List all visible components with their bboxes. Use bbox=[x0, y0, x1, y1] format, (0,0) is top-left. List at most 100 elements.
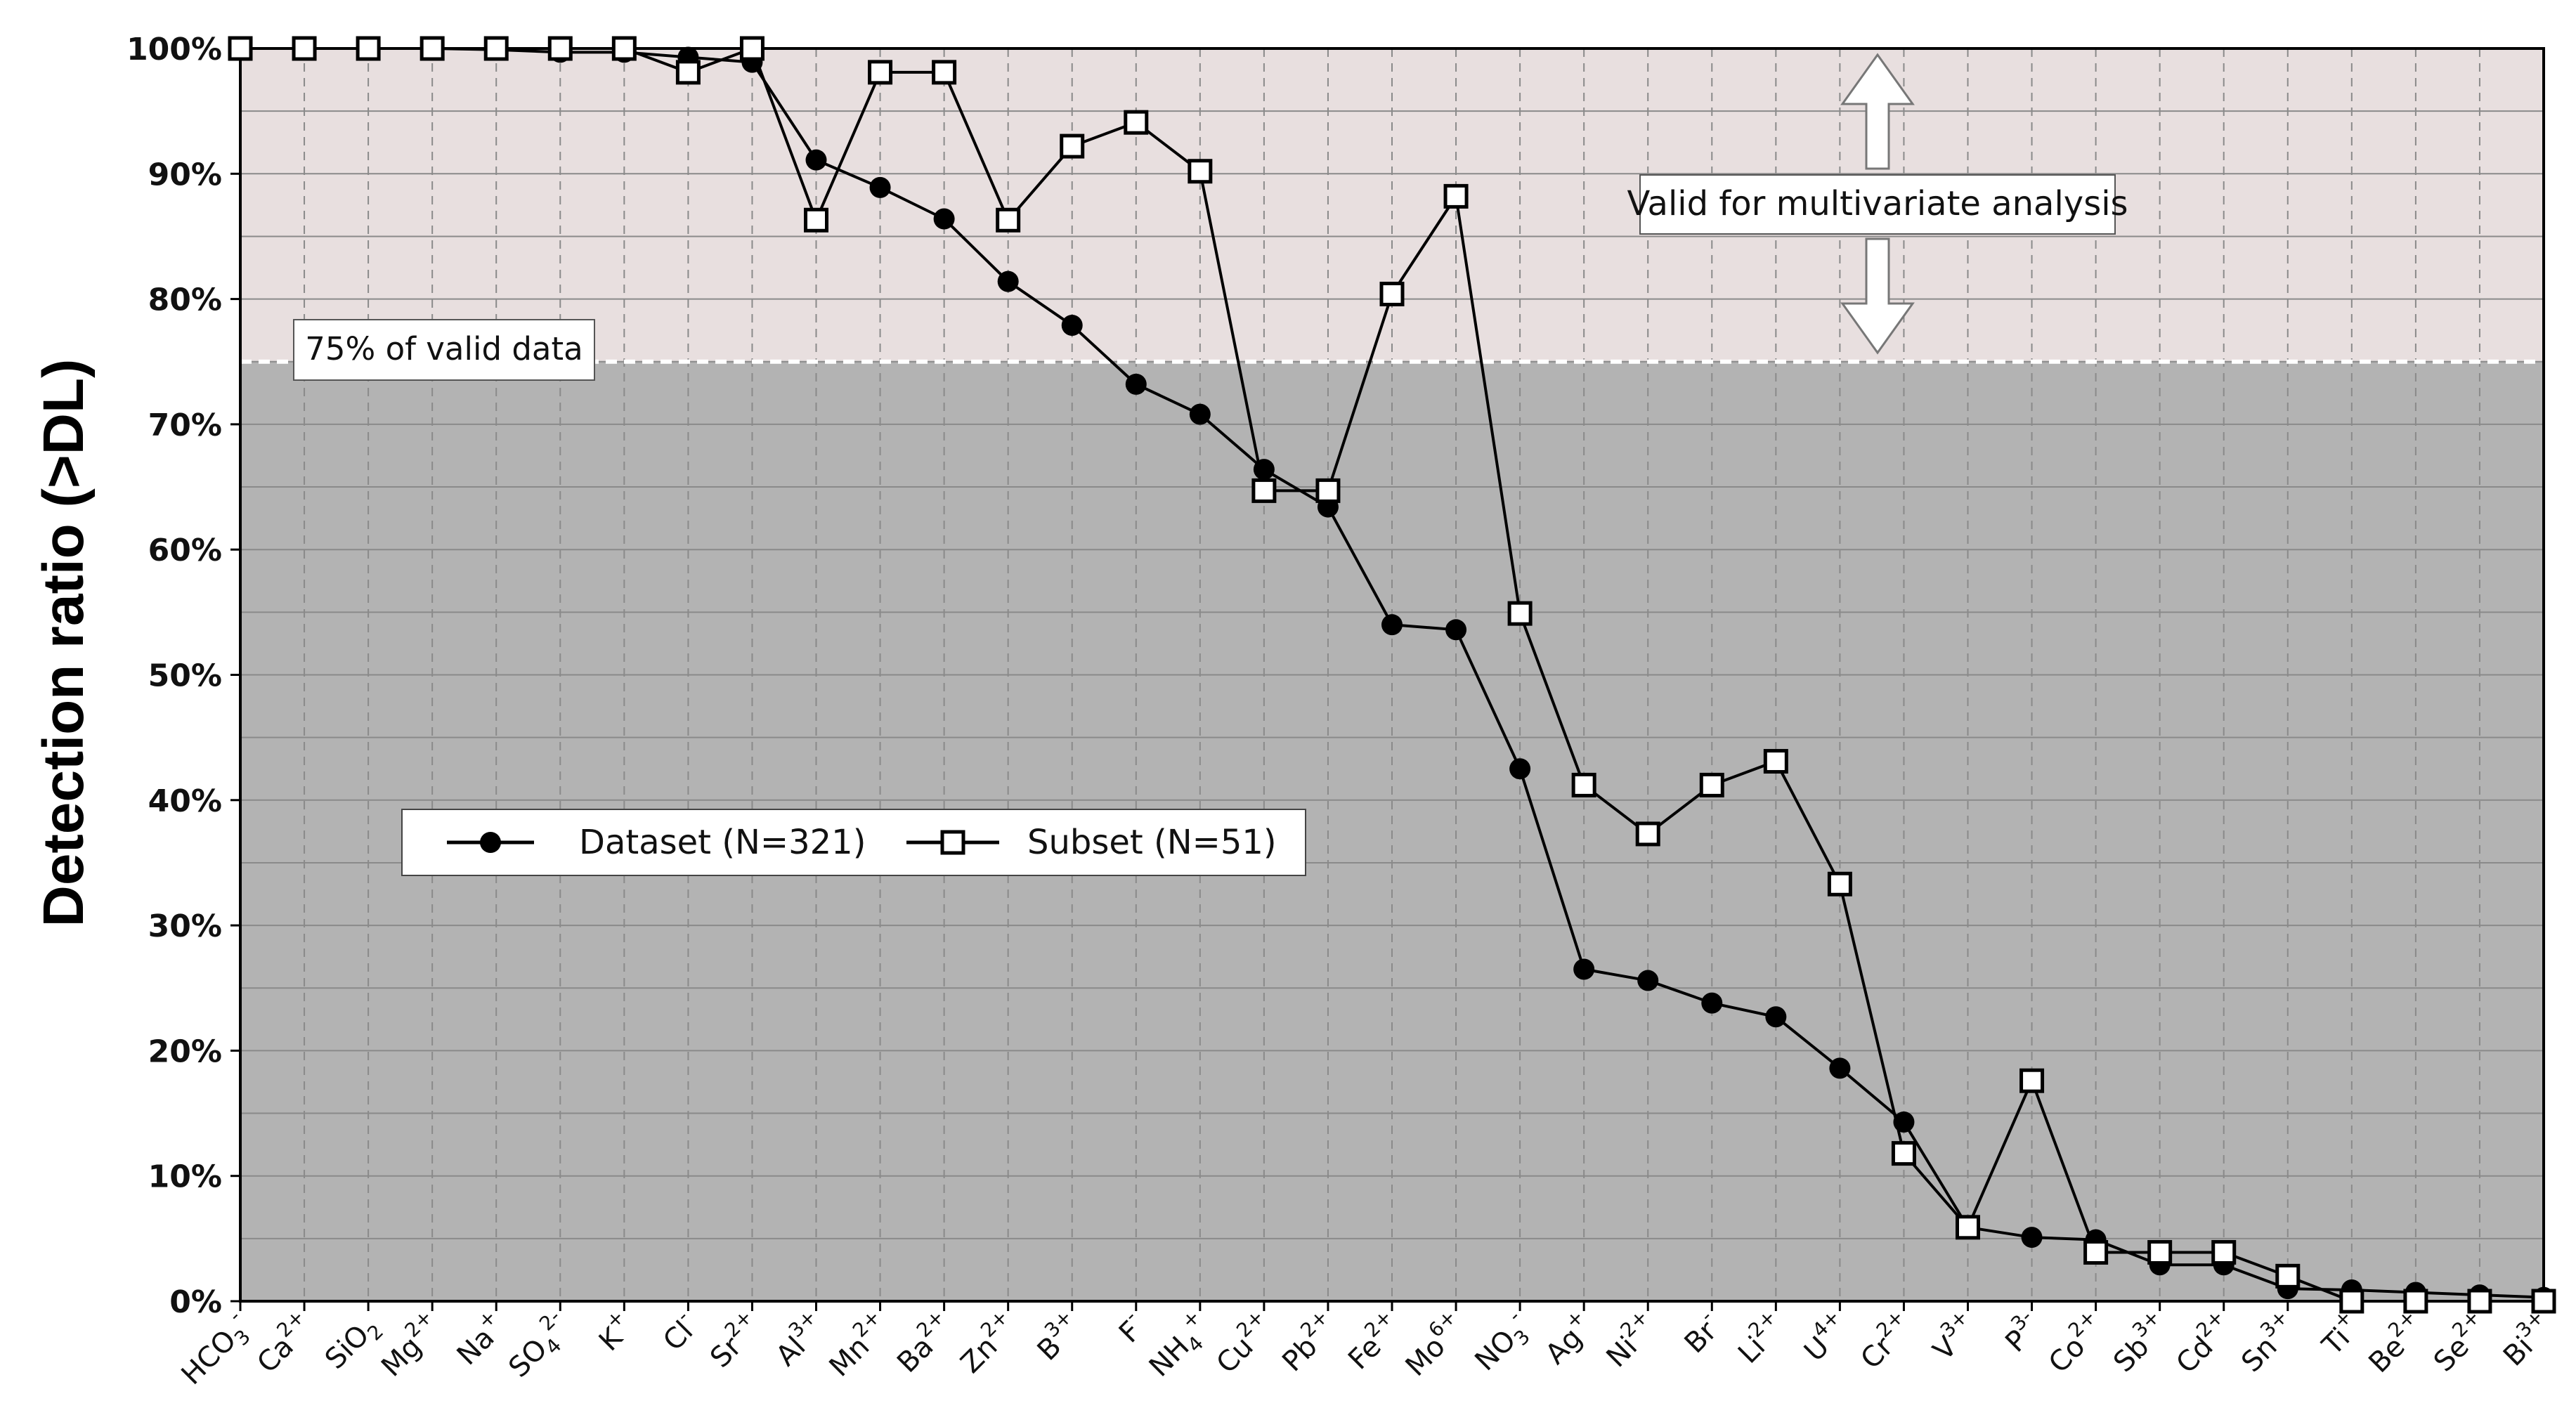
subset-point bbox=[2019, 1068, 2045, 1093]
down-arrow-icon bbox=[1840, 237, 1915, 355]
subset-point bbox=[1251, 478, 1277, 503]
legend-subset-label: Subset (N=51) bbox=[1027, 823, 1277, 862]
subset-point bbox=[1763, 749, 1788, 774]
dataset-point bbox=[1125, 373, 1147, 395]
x-tick-label: Pb2+ bbox=[1271, 1305, 1344, 1378]
subset-point bbox=[675, 60, 701, 85]
dataset-point bbox=[1509, 758, 1531, 780]
y-tick-label: 60% bbox=[148, 533, 222, 568]
x-tick-label: Mn2+ bbox=[819, 1305, 897, 1383]
x-tick-label: Sr2+ bbox=[699, 1305, 768, 1374]
dataset-point bbox=[1893, 1112, 1915, 1133]
y-tick-label: 80% bbox=[148, 282, 222, 318]
x-tick-label: K+ bbox=[588, 1305, 641, 1357]
subset-point bbox=[292, 36, 317, 61]
subset-point bbox=[2147, 1239, 2173, 1265]
x-tick-label: Sb3+ bbox=[2102, 1305, 2176, 1378]
y-tick-label: 10% bbox=[148, 1159, 222, 1195]
legend-box bbox=[401, 809, 1306, 876]
subset-point bbox=[2083, 1239, 2109, 1265]
subset-point bbox=[996, 207, 1021, 233]
x-tick-label: Cl- bbox=[652, 1305, 704, 1357]
subset-point bbox=[1635, 821, 1660, 847]
y-axis-label: Detection ratio (>DL) bbox=[32, 359, 96, 927]
subset-point bbox=[1891, 1141, 1916, 1166]
subset-point bbox=[1443, 183, 1469, 209]
x-tick-label: F- bbox=[1108, 1305, 1152, 1349]
dataset-point bbox=[805, 149, 827, 171]
up-arrow-icon bbox=[1840, 53, 1915, 170]
x-tick-label: SO42- bbox=[497, 1305, 580, 1387]
legend-dataset-label: Dataset (N=321) bbox=[579, 823, 866, 862]
subset-point bbox=[1571, 772, 1596, 797]
subset-point bbox=[419, 36, 445, 61]
subset-point bbox=[1956, 1215, 1980, 1240]
x-tick-label: SiO2 bbox=[319, 1310, 388, 1379]
valid-region-annotation: Valid for multivariate analysis bbox=[1627, 53, 2128, 355]
legend-subset-marker bbox=[940, 830, 965, 855]
dataset-point bbox=[1765, 1006, 1787, 1028]
x-tick-label: P3- bbox=[1994, 1305, 2048, 1358]
series-markers bbox=[228, 36, 2556, 1314]
dataset-point bbox=[933, 208, 955, 230]
y-tick-label: 100% bbox=[126, 32, 222, 67]
subset-point bbox=[356, 36, 381, 61]
x-tick-label: V3+ bbox=[1922, 1305, 1984, 1367]
subset-point bbox=[1699, 772, 1724, 797]
subset-point bbox=[483, 36, 509, 61]
dataset-point bbox=[1701, 992, 1723, 1014]
dataset-point bbox=[1445, 619, 1467, 641]
subset-point bbox=[2531, 1289, 2556, 1314]
x-tick-label: Cd2+ bbox=[2165, 1305, 2239, 1379]
y-axis-ticks: 0% 10% 20% 30% 40% 50% 60% 70% 80% 90% 100% bbox=[126, 32, 240, 1320]
subset-point bbox=[1060, 133, 1085, 159]
x-tick-label: Al3+ bbox=[765, 1305, 833, 1372]
valid-region-label: Valid for multivariate analysis bbox=[1627, 184, 2128, 223]
x-tick-label: Mg2+ bbox=[370, 1305, 448, 1383]
subset-point bbox=[868, 60, 893, 85]
x-tick-label: Be2+ bbox=[2357, 1305, 2432, 1379]
x-tick-label: Ti+ bbox=[2311, 1305, 2368, 1362]
dataset-point bbox=[997, 270, 1019, 292]
threshold-label: 75% of valid data bbox=[305, 330, 583, 367]
dataset-point bbox=[1253, 459, 1275, 481]
x-tick-label: U4+ bbox=[1793, 1305, 1856, 1367]
y-tick-label: 20% bbox=[148, 1034, 222, 1069]
dataset-point bbox=[1061, 315, 1083, 337]
dataset-point bbox=[1829, 1057, 1851, 1079]
x-tick-label: Br- bbox=[1674, 1305, 1729, 1360]
subset-point bbox=[1188, 159, 1213, 184]
x-tick-label: Zn2+ bbox=[950, 1305, 1024, 1379]
subset-point bbox=[1379, 281, 1405, 306]
x-tick-label: Cu2+ bbox=[1205, 1305, 1280, 1379]
threshold-label-box bbox=[293, 319, 595, 381]
subset-point bbox=[2275, 1263, 2301, 1289]
x-tick-label: Se2+ bbox=[2423, 1305, 2496, 1378]
x-tick-label: NH4+ bbox=[1138, 1305, 1220, 1386]
x-tick-label: Ag+ bbox=[1535, 1305, 1601, 1371]
x-tick-label: Bi3+ bbox=[2492, 1305, 2560, 1372]
dataset-point bbox=[1573, 958, 1595, 980]
y-tick-label: 70% bbox=[148, 408, 222, 443]
x-tick-label: Mo6+ bbox=[1395, 1305, 1472, 1382]
subset-point bbox=[932, 60, 957, 85]
grid bbox=[240, 48, 2544, 1301]
subset-point bbox=[2403, 1289, 2428, 1314]
y-tick-label: 90% bbox=[148, 157, 222, 193]
dataset-point bbox=[1637, 970, 1659, 991]
x-tick-label: Li2+ bbox=[1727, 1305, 1792, 1369]
dataset-point bbox=[2021, 1227, 2043, 1249]
legend: Dataset (N=321) Subset (N=51) bbox=[401, 809, 1306, 876]
x-tick-label: NO3- bbox=[1464, 1305, 1540, 1381]
valid-region-label-box bbox=[1639, 174, 2116, 235]
x-tick-label: Cr2+ bbox=[1849, 1305, 1920, 1375]
subset-point bbox=[1124, 110, 1149, 135]
dataset-point bbox=[1189, 403, 1211, 425]
legend-dataset-marker bbox=[480, 832, 501, 853]
x-tick-label: B3+ bbox=[1027, 1305, 1088, 1367]
subset-point bbox=[2467, 1289, 2492, 1314]
x-tick-label: Ba2+ bbox=[886, 1305, 961, 1379]
x-tick-label: Sn3+ bbox=[2230, 1305, 2304, 1378]
